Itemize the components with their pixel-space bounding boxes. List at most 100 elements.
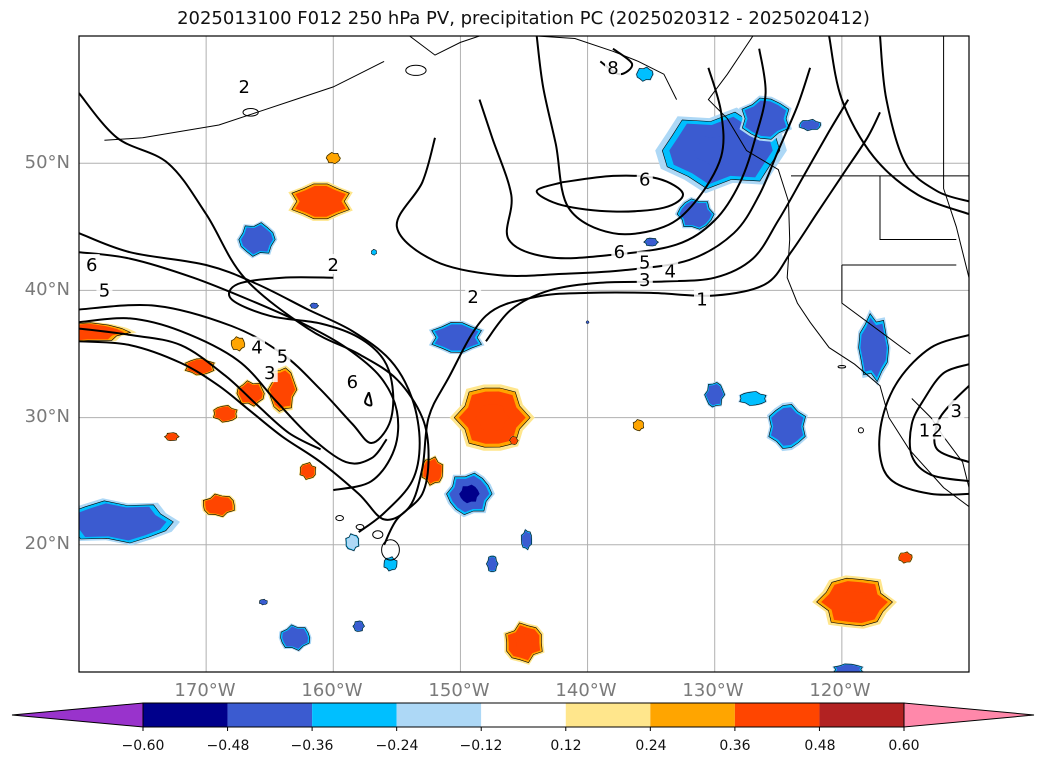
precip-core bbox=[522, 530, 532, 549]
pv-contour-label: 1 bbox=[696, 289, 707, 310]
pv-contour-line bbox=[908, 363, 969, 483]
precip-core bbox=[510, 436, 518, 445]
precip-core bbox=[637, 67, 652, 81]
precip-peak bbox=[459, 484, 480, 504]
pv-contour-label-bg bbox=[694, 288, 710, 309]
lat-label-20n: 20°N bbox=[24, 533, 70, 554]
lon-label-120w: 120°W bbox=[809, 680, 871, 701]
pv-contour-label: 5 bbox=[639, 252, 650, 273]
pv-contour-label-bg bbox=[236, 75, 253, 96]
pv-contour-label: 2 bbox=[931, 420, 942, 441]
precip-peak bbox=[515, 633, 533, 652]
lon-label-130w: 130°W bbox=[682, 680, 744, 701]
pv-contour-label: 2 bbox=[467, 287, 478, 308]
colorbar-tick-label: 0.36 bbox=[719, 738, 751, 754]
colorbar-tick-label: 0.24 bbox=[635, 738, 667, 754]
pv-contour-label: 2 bbox=[328, 255, 339, 276]
map-background bbox=[79, 36, 969, 672]
colorbar-tick-label: −0.12 bbox=[459, 738, 503, 754]
pv-contour-label: 3 bbox=[639, 270, 650, 291]
precip-core bbox=[282, 626, 309, 649]
precip-peak bbox=[475, 404, 510, 431]
coastlines bbox=[104, 36, 969, 561]
precip-peak bbox=[694, 133, 748, 168]
pv-contour-line bbox=[535, 174, 684, 213]
pv-contour-label: 3 bbox=[264, 363, 275, 384]
island-outline bbox=[857, 427, 864, 434]
pv-contour-label-bg bbox=[83, 253, 100, 274]
pv-contour-line bbox=[535, 36, 725, 236]
island-outline bbox=[355, 523, 365, 531]
pv-contour-line bbox=[79, 251, 400, 492]
pv-contour-label-bg bbox=[605, 56, 621, 77]
colorbar-tick-label: −0.36 bbox=[290, 738, 334, 754]
precip-core bbox=[487, 557, 498, 571]
lon-label-150w: 150°W bbox=[428, 680, 490, 701]
precip-core bbox=[860, 317, 887, 378]
pv-contour-line bbox=[79, 111, 881, 521]
precip-core bbox=[214, 406, 236, 422]
island-outline bbox=[335, 515, 344, 522]
precip-core bbox=[679, 200, 712, 228]
precip-core bbox=[310, 303, 318, 308]
precip-core bbox=[353, 621, 364, 631]
pv-contour-label-bg bbox=[636, 251, 653, 272]
pv-contour-label: 4 bbox=[251, 338, 262, 359]
precip-core bbox=[241, 224, 273, 255]
pv-contour-label: 6 bbox=[86, 255, 97, 276]
map-frame bbox=[78, 35, 970, 673]
precip-core bbox=[899, 552, 912, 563]
precip-core bbox=[835, 664, 861, 672]
precip-core bbox=[744, 100, 787, 137]
pv-contour-label-bg bbox=[636, 168, 653, 189]
pv-contour-label: 5 bbox=[99, 280, 110, 301]
pv-contour-line bbox=[79, 317, 388, 465]
lat-label-40n: 40°N bbox=[24, 279, 70, 300]
pv-contour-line bbox=[828, 36, 969, 216]
coastline-segment bbox=[104, 60, 385, 141]
precipitation-field bbox=[79, 66, 913, 672]
pv-contour-label: 6 bbox=[614, 242, 625, 263]
pv-contour-line bbox=[79, 232, 421, 533]
colorbar-tick-label: 0.12 bbox=[550, 738, 582, 754]
pv-contour-line bbox=[878, 333, 969, 496]
lon-label-170w: 170°W bbox=[174, 680, 236, 701]
pv-contour-line bbox=[879, 36, 969, 203]
pv-contour-line bbox=[364, 391, 373, 407]
precip-core bbox=[346, 534, 359, 550]
precip-core bbox=[771, 407, 804, 446]
pv-contour-label-bg bbox=[929, 419, 946, 440]
pv-contour-label-bg bbox=[274, 345, 291, 366]
pv-contour-label: 4 bbox=[664, 261, 675, 282]
precip-core bbox=[586, 321, 589, 324]
pv-contour-line bbox=[79, 92, 430, 546]
coastline-segment bbox=[841, 265, 911, 355]
pv-contour-label-bg bbox=[96, 279, 113, 300]
precip-core bbox=[238, 382, 263, 405]
precip-core bbox=[384, 557, 397, 571]
precip-core bbox=[232, 337, 244, 351]
pv-contour-label: 6 bbox=[639, 170, 650, 191]
coastline-segment bbox=[879, 175, 957, 240]
pv-contour-label-bg bbox=[465, 285, 482, 306]
pv-contour-label-bg bbox=[261, 362, 278, 383]
pv-contour-label: 2 bbox=[239, 77, 250, 98]
precip-core bbox=[633, 420, 644, 431]
precip-peak bbox=[837, 591, 872, 613]
colorbar-tick-label: 0.48 bbox=[804, 738, 836, 754]
island-outline bbox=[372, 530, 384, 539]
colorbar-tick-label: −0.48 bbox=[206, 738, 250, 754]
pv-contour-label-bg bbox=[249, 336, 265, 357]
pv-contour-label-bg bbox=[662, 260, 679, 281]
precip-core bbox=[371, 249, 377, 255]
pv-contour-label: 8 bbox=[607, 58, 618, 79]
precip-core bbox=[644, 238, 658, 246]
pv-contour-line bbox=[485, 99, 850, 342]
precip-core bbox=[259, 599, 267, 605]
lon-label-140w: 140°W bbox=[555, 680, 617, 701]
pv-contour-label: 1 bbox=[919, 420, 930, 441]
lat-label-30n: 30°N bbox=[24, 406, 70, 427]
precip-core bbox=[705, 383, 724, 406]
coastline-segment bbox=[707, 36, 969, 508]
